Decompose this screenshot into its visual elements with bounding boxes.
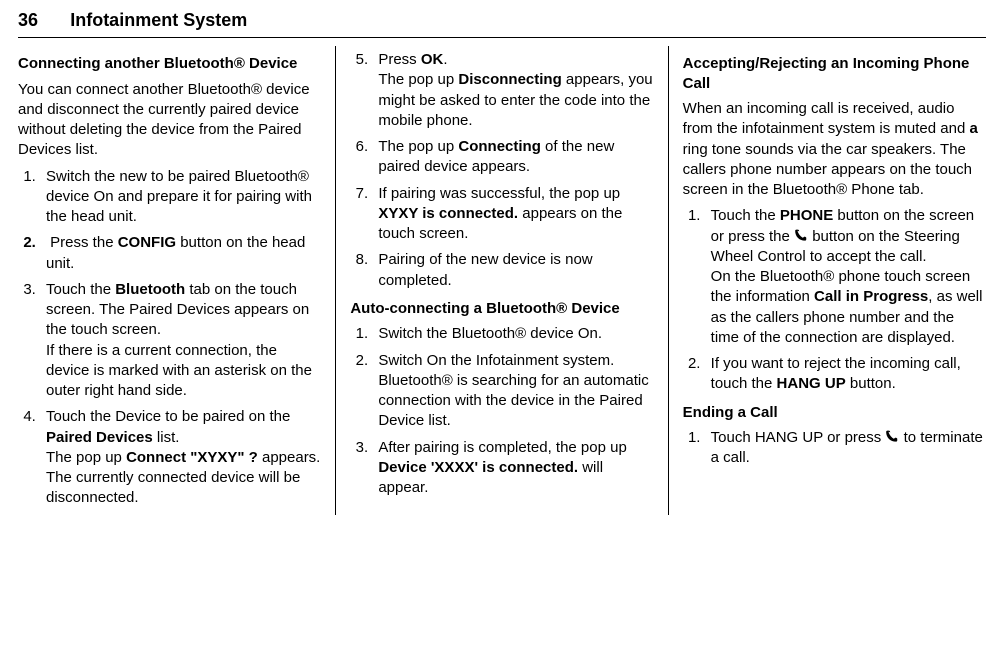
- list-item: Touch HANG UP or press to terminate a ca…: [705, 428, 986, 469]
- col3-list-b: Touch HANG UP or press to terminate a ca…: [683, 428, 986, 469]
- col2-list-a: Press OK.The pop up Disconnecting appear…: [350, 50, 653, 291]
- list-item: After pairing is completed, the pop up D…: [372, 438, 653, 499]
- col2-heading: Auto-connecting a Bluetooth® Device: [350, 299, 653, 319]
- col3-list-a: Touch the PHONE button on the screen or …: [683, 206, 986, 394]
- list-item: Press OK.The pop up Disconnecting appear…: [372, 50, 653, 131]
- list-item: Press the CONFIG button on the head unit…: [40, 233, 321, 274]
- column-1: Connecting another Bluetooth® Device You…: [18, 46, 335, 515]
- col3-intro: When an incoming call is received, audio…: [683, 99, 986, 200]
- list-item: The pop up Connecting of the new paired …: [372, 137, 653, 178]
- column-3: Accepting/Rejecting an Incoming Phone Ca…: [668, 46, 986, 515]
- col1-intro: You can connect another Bluetooth® devic…: [18, 80, 321, 161]
- list-item: Touch the Bluetooth tab on the touch scr…: [40, 280, 321, 402]
- phone-icon: [794, 229, 808, 243]
- list-item: If you want to reject the incoming call,…: [705, 354, 986, 395]
- col1-heading: Connecting another Bluetooth® Device: [18, 54, 321, 74]
- list-item: Switch On the Infotainment system. Bluet…: [372, 351, 653, 432]
- list-item: Switch the new to be paired Bluetooth® d…: [40, 167, 321, 228]
- col1-list: Switch the new to be paired Bluetooth® d…: [18, 167, 321, 509]
- list-item: Touch the PHONE button on the screen or …: [705, 206, 986, 348]
- list-item: Switch the Bluetooth® device On.: [372, 324, 653, 344]
- page-header: 36 Infotainment System: [18, 10, 986, 38]
- col2-list-b: Switch the Bluetooth® device On. Switch …: [350, 324, 653, 498]
- page-title: Infotainment System: [70, 10, 247, 30]
- column-2: Press OK.The pop up Disconnecting appear…: [335, 46, 667, 515]
- page-number: 36: [18, 10, 38, 31]
- content-columns: Connecting another Bluetooth® Device You…: [18, 46, 986, 515]
- list-item: Touch the Device to be paired on the Pai…: [40, 407, 321, 508]
- list-item: If pairing was successful, the pop up XY…: [372, 184, 653, 245]
- phone-icon: [885, 430, 899, 444]
- col3-heading-2: Ending a Call: [683, 403, 986, 423]
- col3-heading-1: Accepting/Rejecting an Incoming Phone Ca…: [683, 54, 986, 93]
- list-item: Pairing of the new device is now complet…: [372, 250, 653, 291]
